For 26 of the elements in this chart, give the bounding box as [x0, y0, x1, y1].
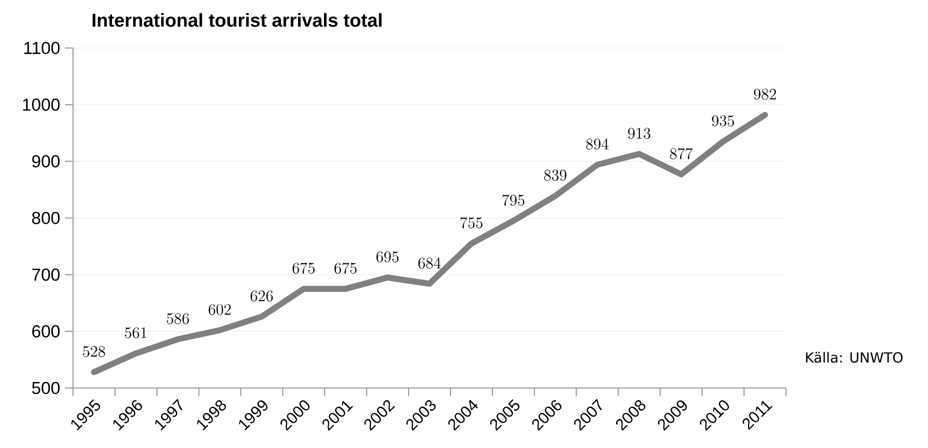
data-label: 795 [502, 194, 524, 206]
data-label: 877 [670, 148, 693, 160]
data-label: 675 [334, 262, 357, 274]
data-label: 626 [250, 290, 273, 302]
data-label: 561 [124, 327, 146, 338]
text: Källa: UNWTO [806, 352, 903, 363]
data-label: 528 [83, 346, 106, 358]
data-label: 982 [754, 88, 776, 100]
y-tick-label: 800 [32, 212, 60, 224]
y-tick-label: 500 [32, 382, 60, 394]
y-tick-label: 1000 [23, 98, 60, 111]
y-tick-label: 600 [32, 325, 60, 338]
y-tick-label: 700 [32, 268, 60, 281]
data-label: 675 [292, 262, 315, 274]
data-label: 894 [586, 138, 609, 150]
data-label: 839 [544, 170, 566, 181]
data-label: 602 [208, 304, 231, 316]
data-label: 684 [418, 257, 441, 269]
data-label: 755 [460, 217, 482, 228]
y-tick-label: 1100 [24, 42, 60, 54]
data-label: 913 [628, 128, 650, 139]
data-label: 935 [712, 115, 734, 126]
y-tick-label: 900 [32, 155, 60, 168]
chart-title: International tourist arrivals total [92, 13, 382, 27]
data-label: 586 [166, 313, 189, 324]
data-label: 695 [376, 251, 399, 262]
